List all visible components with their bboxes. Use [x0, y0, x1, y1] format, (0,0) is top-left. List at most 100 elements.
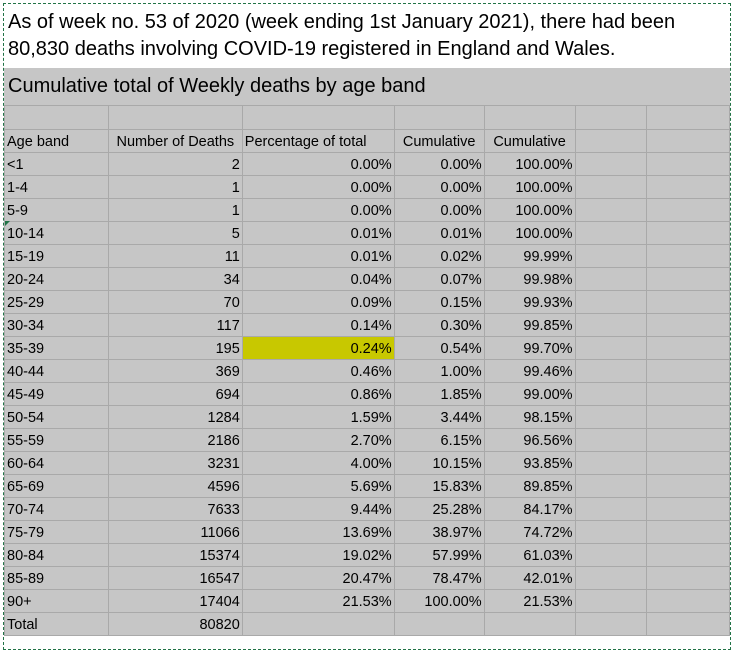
cumulative-cell[interactable]: 25.28% [393, 497, 485, 521]
age-band-cell[interactable]: 80-84 [4, 543, 109, 567]
cell[interactable] [483, 612, 576, 636]
header-cumulative-1[interactable]: Cumulative [393, 129, 485, 153]
cumulative-cell[interactable]: 0.30% [393, 313, 485, 337]
percentage-cell[interactable]: 0.04% [241, 267, 395, 291]
cell[interactable] [574, 336, 648, 360]
cumulative-cell[interactable]: 15.83% [393, 474, 485, 498]
cumulative-remaining-cell[interactable]: 93.85% [483, 451, 576, 475]
cell[interactable] [646, 405, 730, 429]
cell[interactable] [4, 105, 109, 130]
cumulative-remaining-cell[interactable]: 99.00% [483, 382, 576, 406]
cell[interactable] [574, 428, 648, 452]
age-band-cell[interactable]: 90+ [4, 589, 109, 613]
cell[interactable] [646, 566, 730, 590]
deaths-cell[interactable]: 7633 [107, 497, 243, 521]
cell[interactable] [646, 267, 730, 291]
cumulative-remaining-cell[interactable]: 21.53% [483, 589, 576, 613]
cell[interactable] [574, 244, 648, 268]
cell[interactable] [574, 520, 648, 544]
cumulative-cell[interactable]: 1.00% [393, 359, 485, 383]
cell[interactable] [646, 221, 730, 245]
cell[interactable] [574, 497, 648, 521]
percentage-cell[interactable]: 0.00% [241, 198, 395, 222]
cell[interactable] [574, 451, 648, 475]
cell[interactable] [574, 290, 648, 314]
deaths-cell[interactable]: 1284 [107, 405, 243, 429]
percentage-cell[interactable]: 0.00% [241, 175, 395, 199]
cell[interactable] [646, 313, 730, 337]
age-band-cell[interactable]: 55-59 [4, 428, 109, 452]
cumulative-remaining-cell[interactable]: 100.00% [483, 221, 576, 245]
cell[interactable] [646, 497, 730, 521]
cumulative-cell[interactable]: 3.44% [393, 405, 485, 429]
cell[interactable] [646, 175, 730, 199]
cumulative-remaining-cell[interactable]: 99.99% [483, 244, 576, 268]
cell[interactable] [574, 405, 648, 429]
deaths-cell[interactable]: 1 [107, 198, 243, 222]
table-subtitle-cell[interactable]: Cumulative total of Weekly deaths by age… [4, 68, 730, 105]
cumulative-remaining-cell[interactable]: 99.93% [483, 290, 576, 314]
percentage-cell[interactable]: 2.70% [241, 428, 395, 452]
cumulative-remaining-cell[interactable]: 99.46% [483, 359, 576, 383]
percentage-cell[interactable]: 4.00% [241, 451, 395, 475]
deaths-cell[interactable]: 117 [107, 313, 243, 337]
cell[interactable] [646, 336, 730, 360]
cell[interactable] [574, 129, 648, 153]
cell[interactable] [646, 451, 730, 475]
cell[interactable] [646, 129, 730, 153]
age-band-cell[interactable]: 50-54 [4, 405, 109, 429]
cumulative-cell[interactable]: 0.00% [393, 152, 485, 176]
cell[interactable] [574, 359, 648, 383]
deaths-cell[interactable]: 11066 [107, 520, 243, 544]
cumulative-remaining-cell[interactable]: 96.56% [483, 428, 576, 452]
cell[interactable] [574, 612, 648, 636]
age-band-cell[interactable]: 40-44 [4, 359, 109, 383]
cell[interactable] [574, 221, 648, 245]
cumulative-cell[interactable]: 0.00% [393, 198, 485, 222]
cell[interactable] [574, 175, 648, 199]
deaths-cell[interactable]: 70 [107, 290, 243, 314]
cumulative-cell[interactable]: 57.99% [393, 543, 485, 567]
deaths-cell[interactable]: 4596 [107, 474, 243, 498]
age-band-cell[interactable]: 30-34 [4, 313, 109, 337]
percentage-cell[interactable]: 0.46% [241, 359, 395, 383]
header-age-band[interactable]: Age band [4, 129, 109, 153]
percentage-cell[interactable]: 20.47% [241, 566, 395, 590]
cell[interactable] [646, 382, 730, 406]
cell[interactable] [574, 313, 648, 337]
percentage-cell[interactable]: 21.53% [241, 589, 395, 613]
age-band-cell[interactable]: 35-39 [4, 336, 109, 360]
cumulative-cell[interactable]: 38.97% [393, 520, 485, 544]
cell[interactable] [574, 267, 648, 291]
cumulative-cell[interactable]: 78.47% [393, 566, 485, 590]
age-band-cell[interactable]: 75-79 [4, 520, 109, 544]
cumulative-remaining-cell[interactable]: 99.98% [483, 267, 576, 291]
age-band-cell[interactable]: 20-24 [4, 267, 109, 291]
cumulative-cell[interactable]: 0.07% [393, 267, 485, 291]
cumulative-remaining-cell[interactable]: 98.15% [483, 405, 576, 429]
deaths-cell[interactable]: 195 [107, 336, 243, 360]
cumulative-remaining-cell[interactable]: 89.85% [483, 474, 576, 498]
cumulative-cell[interactable]: 0.01% [393, 221, 485, 245]
cumulative-cell[interactable]: 0.54% [393, 336, 485, 360]
age-band-cell[interactable]: 70-74 [4, 497, 109, 521]
cumulative-remaining-cell[interactable]: 100.00% [483, 175, 576, 199]
cell[interactable] [574, 566, 648, 590]
cumulative-cell[interactable]: 0.00% [393, 175, 485, 199]
age-band-cell[interactable]: 15-19 [4, 244, 109, 268]
age-band-cell[interactable]: 45-49 [4, 382, 109, 406]
percentage-cell[interactable]: 0.01% [241, 244, 395, 268]
cumulative-cell[interactable]: 0.02% [393, 244, 485, 268]
header-number-of-deaths[interactable]: Number of Deaths [107, 129, 243, 153]
cell[interactable] [107, 105, 243, 130]
cell[interactable] [646, 105, 730, 130]
cumulative-remaining-cell[interactable]: 61.03% [483, 543, 576, 567]
cell[interactable] [646, 428, 730, 452]
percentage-cell[interactable]: 13.69% [241, 520, 395, 544]
percentage-cell[interactable]: 19.02% [241, 543, 395, 567]
deaths-cell[interactable]: 11 [107, 244, 243, 268]
cumulative-cell[interactable]: 100.00% [393, 589, 485, 613]
deaths-cell[interactable]: 16547 [107, 566, 243, 590]
cumulative-remaining-cell[interactable]: 99.85% [483, 313, 576, 337]
cumulative-remaining-cell[interactable]: 99.70% [483, 336, 576, 360]
